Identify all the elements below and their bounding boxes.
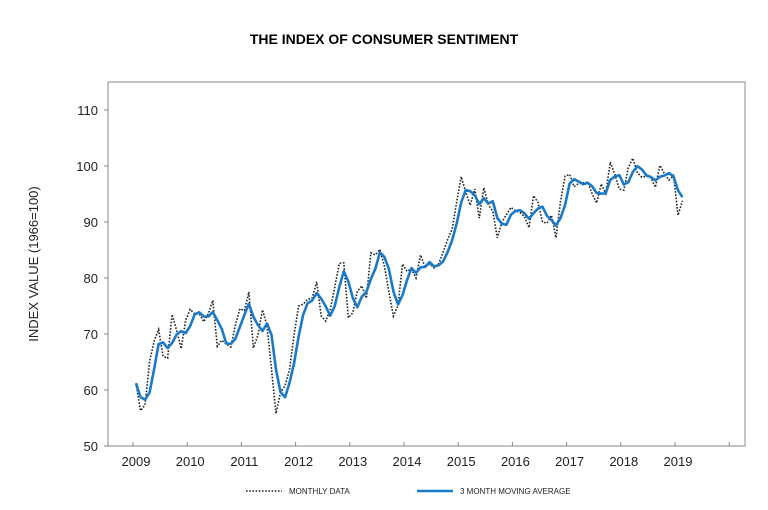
x-tick-label: 2009 [122, 454, 151, 469]
x-tick-label: 2013 [338, 454, 367, 469]
x-tick-label: 2015 [447, 454, 476, 469]
plot-frame [107, 81, 746, 447]
x-tick-label: 2017 [555, 454, 584, 469]
legend: MONTHLY DATA 3 MONTH MOVING AVERAGE [246, 487, 571, 496]
y-tick-label: 80 [84, 271, 98, 286]
chart-title: THE INDEX OF CONSUMER SENTIMENT [249, 31, 519, 47]
x-tick-label: 2011 [230, 454, 258, 469]
x-tick-label: 2014 [393, 454, 422, 469]
legend-label-monthly: MONTHLY DATA [289, 487, 350, 496]
y-axis-label: INDEX VALUE (1966=100) [26, 186, 41, 341]
series-moving-average [134, 164, 684, 401]
y-tick-label: 50 [84, 439, 98, 454]
y-axis: 50 60 70 80 90 100 110 [76, 103, 108, 454]
legend-label-moving-average: 3 MONTH MOVING AVERAGE [460, 487, 571, 496]
y-tick-label: 110 [77, 103, 98, 118]
series-monthly-data [135, 156, 684, 414]
y-tick-label: 70 [84, 327, 98, 342]
x-tick-label: 2018 [609, 454, 638, 469]
y-tick-label: 60 [84, 383, 98, 398]
x-tick-label: 2016 [501, 454, 530, 469]
x-tick-label: 2010 [176, 454, 205, 469]
y-tick-label: 100 [76, 159, 98, 174]
x-axis: 2009 2010 2011 2012 2013 2014 2015 2016 2017 2018… [122, 442, 730, 469]
y-tick-label: 90 [84, 215, 98, 230]
x-tick-label: 2012 [284, 454, 313, 469]
x-tick-label: 2019 [664, 454, 693, 469]
